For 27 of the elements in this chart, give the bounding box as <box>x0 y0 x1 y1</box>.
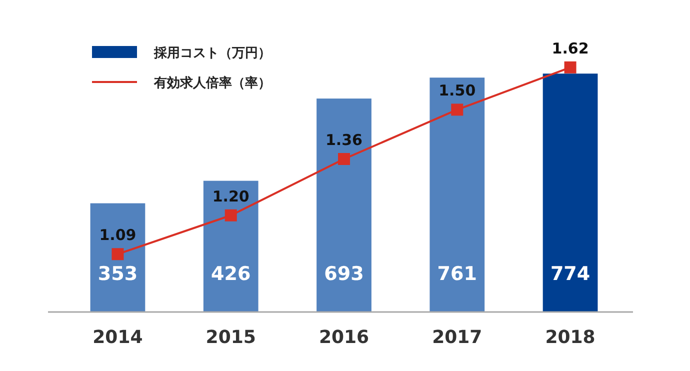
point <box>451 104 464 116</box>
data-label: 353 <box>98 263 138 285</box>
data-label: 761 <box>437 263 477 285</box>
data-label: 426 <box>211 263 251 285</box>
x-tick-label: 2015 <box>206 327 256 348</box>
point <box>564 61 576 74</box>
data-label: 693 <box>324 263 364 285</box>
data-label: 1.09 <box>99 226 136 244</box>
bar <box>542 74 598 312</box>
data-label: 1.50 <box>438 82 476 100</box>
data-label: 1.62 <box>552 39 589 58</box>
data-label: 774 <box>550 263 590 285</box>
bar <box>203 180 258 312</box>
bar <box>430 78 485 312</box>
point <box>112 248 124 260</box>
x-tick-label: 2017 <box>432 327 482 348</box>
x-tick-label: 2016 <box>318 327 370 348</box>
x-tick-label: 2018 <box>545 327 596 348</box>
legend-label: 有効求人倍率（率） <box>153 75 271 91</box>
point <box>338 153 350 165</box>
point <box>224 209 237 222</box>
legend-label: 採用コスト（万円） <box>153 46 271 61</box>
data-label: 1.20 <box>212 187 250 206</box>
x-tick-label: 2014 <box>92 327 143 348</box>
bar <box>316 98 372 312</box>
bar <box>90 203 146 312</box>
data-label: 1.36 <box>325 131 363 149</box>
